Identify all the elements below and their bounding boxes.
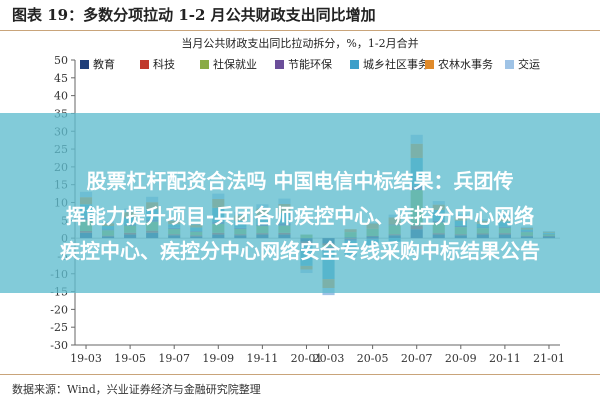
legend-label: 交运 (518, 58, 540, 71)
figure-title: 图表 19：多数分项拉动 1-2 月公共财政支出同比增加 (12, 6, 376, 24)
overlay-line-1: 股票杠杆配资合法吗 中国电信中标结果：兵团传 (86, 169, 514, 193)
y-tick-label: 40 (54, 90, 68, 103)
legend-swatch (200, 60, 209, 69)
x-tick-label: 20-11 (489, 352, 521, 365)
x-tick-label: 20-07 (401, 352, 433, 365)
figure-header: 图表 19：多数分项拉动 1-2 月公共财政支出同比增加 (0, 0, 600, 31)
y-tick-label: -30 (50, 339, 68, 352)
y-tick-label: -25 (50, 321, 68, 334)
legend-item: 交运 (505, 56, 540, 72)
overlay-line-3: 疾控中心、疾控分中心网络安全专线采购中标结果公告 (60, 239, 540, 263)
footer-divider (0, 374, 600, 375)
x-tick-label: 20-05 (357, 352, 389, 365)
x-tick-label: 19-03 (70, 352, 102, 365)
watermark-overlay-banner: 股票杠杆配资合法吗 中国电信中标结果：兵团传 挥能力提升项目-兵团各师疾控中心、… (0, 113, 600, 293)
legend-swatch (140, 60, 149, 69)
x-tick-label: 20-01 (291, 352, 323, 365)
x-tick-label: 19-11 (247, 352, 279, 365)
data-source-note: 数据来源：Wind，兴业证券经济与金融研究院整理 (12, 383, 261, 396)
legend-label: 教育 (93, 58, 115, 71)
legend-swatch (80, 60, 89, 69)
legend-label: 社保就业 (213, 58, 257, 71)
legend-label: 城乡社区事务 (363, 58, 429, 71)
x-tick-label: 21-01 (533, 352, 565, 365)
legend-label: 农林水事务 (438, 58, 493, 71)
x-tick-label: 19-05 (114, 352, 146, 365)
overlay-line-2: 挥能力提升项目-兵团各师疾控中心、疾控分中心网络 (65, 204, 535, 228)
x-tick-label: 20-03 (313, 352, 345, 365)
legend-item: 农林水事务 (425, 56, 493, 72)
legend-item: 科技 (140, 56, 175, 72)
legend-item: 社保就业 (200, 56, 257, 72)
legend-item: 节能环保 (275, 56, 332, 72)
legend-label: 科技 (153, 58, 175, 71)
y-tick-label: -20 (50, 303, 68, 316)
legend-item: 城乡社区事务 (350, 56, 429, 72)
legend-swatch (505, 60, 514, 69)
legend-swatch (275, 60, 284, 69)
chart-title: 当月公共财政支出同比拉动拆分，%，1-2月合并 (181, 37, 419, 50)
x-tick-label: 19-07 (158, 352, 190, 365)
y-tick-label: 50 (54, 54, 68, 67)
x-tick-label: 19-09 (202, 352, 234, 365)
x-tick-label: 20-09 (445, 352, 477, 365)
y-tick-label: 45 (54, 72, 68, 85)
legend-item: 教育 (80, 56, 115, 72)
legend-label: 节能环保 (288, 58, 332, 71)
chart-legend: 教育 科技 社保就业 节能环保 城乡社区事务 农林水事务 交运 (80, 56, 580, 88)
legend-swatch (350, 60, 359, 69)
legend-swatch (425, 60, 434, 69)
